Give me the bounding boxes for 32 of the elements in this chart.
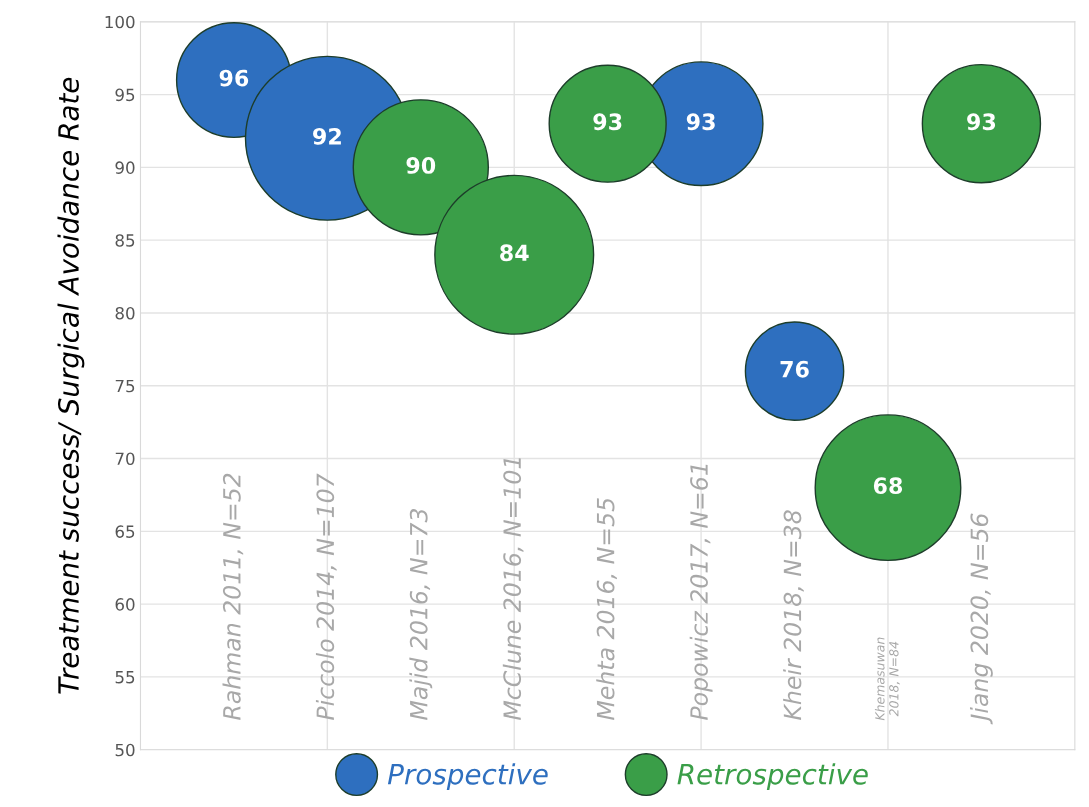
y-tick-label: 75 [115,379,135,393]
y-tick-label: 95 [115,88,135,102]
x-tick-label: Popowicz 2017, N=61 [689,464,713,720]
y-tick-label: 55 [115,671,135,684]
x-tick-label: Rahman 2011, N=52 [222,473,244,720]
legend-label: Prospective [387,763,548,791]
y-tick-label: 100 [105,15,135,29]
x-tick-label: Majid 2016, N=73 [409,509,433,720]
y-tick-label: 70 [115,452,135,466]
data-label: 90 [406,157,436,174]
data-label: 84 [500,244,529,262]
x-tick-label: Kheir 2018, N=38 [783,510,804,720]
x-tick-label: McClune 2016, N=101 [502,458,524,720]
data-label: 92 [313,127,341,145]
data-label: 93 [967,113,996,131]
x-tick-label: Khemasuwan 2018, N=84 [874,637,900,721]
data-label: 76 [780,360,809,378]
data-label: 93 [593,113,622,131]
y-tick-label: 50 [115,743,135,757]
y-tick-label: 85 [115,234,135,247]
x-tick-label: Piccolo 2014, N=107 [315,473,337,720]
y-tick-label: 60 [115,598,135,611]
legend-label: Retrospective [677,763,868,791]
x-tick-label: Jiang 2020, N=56 [969,513,993,725]
y-tick-label: 65 [115,525,135,538]
x-tick-label: Mehta 2016, N=55 [596,498,617,720]
y-tick-label: 90 [115,161,135,174]
data-label: 93 [686,113,715,131]
data-label: 96 [219,69,249,87]
y-axis-title: Treatment success/ Surgical Avoidance Rate [57,77,85,694]
y-tick-label: 80 [115,306,135,320]
data-label: 68 [873,477,903,495]
